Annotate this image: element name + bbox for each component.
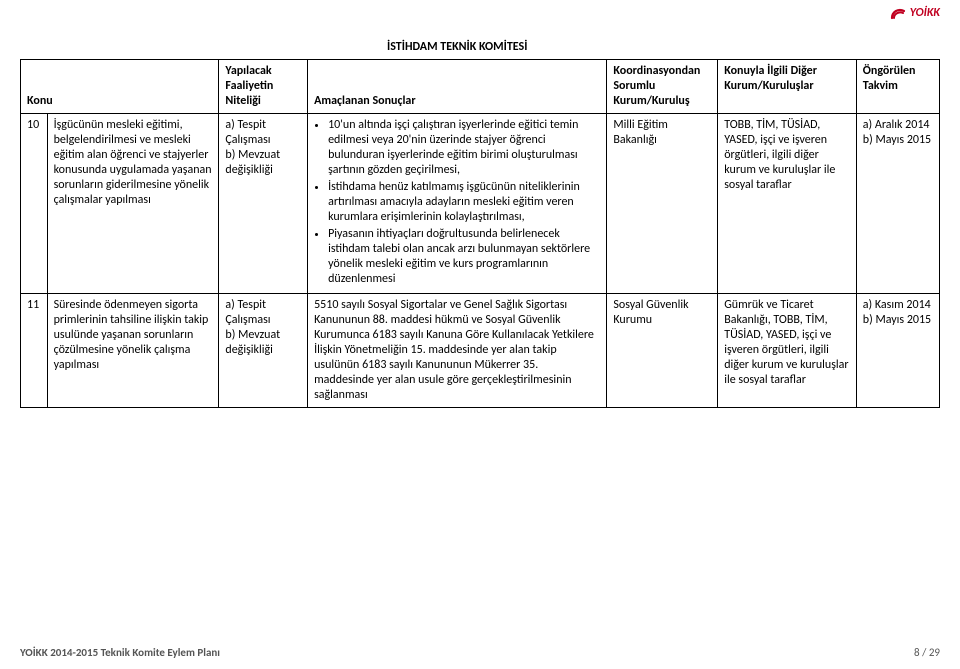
header-diger: Konuyla İlgili Diğer Kurum/Kuruluşlar: [718, 60, 857, 114]
row-diger: TOBB, TİM, TÜSİAD, YASED, işçi ve işvere…: [718, 114, 857, 294]
row-num: 10: [21, 114, 48, 294]
row-faaliyet: a) Tespit Çalışması b) Mevzuat değişikli…: [219, 294, 308, 408]
list-item: 10'un altında işçi çalıştıran işyerlerin…: [328, 118, 600, 178]
row-koordinasyon: Milli Eğitim Bakanlığı: [607, 114, 718, 294]
committee-table: İSTİHDAM TEKNİK KOMİTESİ Konu Yapılacak …: [20, 36, 940, 408]
list-item: İstihdama henüz katılmamış işgücünün nit…: [328, 180, 600, 225]
logo: YOİKK: [890, 6, 940, 20]
table-container: İSTİHDAM TEKNİK KOMİTESİ Konu Yapılacak …: [20, 36, 940, 408]
row-num: 11: [21, 294, 48, 408]
footer: YOİKK 2014-2015 Teknik Komite Eylem Plan…: [20, 646, 940, 659]
row-sonuclar: 5510 sayılı Sosyal Sigortalar ve Genel S…: [308, 294, 607, 408]
row-sonuclar: 10'un altında işçi çalıştıran işyerlerin…: [308, 114, 607, 294]
row-faaliyet: a) Tespit Çalışması b) Mevzuat değişikli…: [219, 114, 308, 294]
list-item: Piyasanın ihtiyaçları doğrultusunda beli…: [328, 227, 600, 287]
row-diger: Gümrük ve Ticaret Bakanlığı, TOBB, TİM, …: [718, 294, 857, 408]
table-row: 10 İşgücünün mesleki eğitimi, belgelendi…: [21, 114, 940, 294]
logo-text: YOİKK: [910, 6, 940, 20]
row-takvim: a) Aralık 2014 b) Mayıs 2015: [856, 114, 939, 294]
header-sonuclar: Amaçlanan Sonuçlar: [308, 60, 607, 114]
header-takvim: Öngörülen Takvim: [856, 60, 939, 114]
header-konu-blank: [47, 60, 219, 114]
row-takvim: a) Kasım 2014 b) Mayıs 2015: [856, 294, 939, 408]
row-konu: Süresinde ödenmeyen sigorta primlerinin …: [47, 294, 219, 408]
header-koordinasyon: Koordinasyondan Sorumlu Kurum/Kuruluş: [607, 60, 718, 114]
table-row: 11 Süresinde ödenmeyen sigorta primlerin…: [21, 294, 940, 408]
footer-left: YOİKK 2014-2015 Teknik Komite Eylem Plan…: [20, 646, 220, 659]
footer-right: 8 / 29: [914, 646, 940, 659]
row-koordinasyon: Sosyal Güvenlik Kurumu: [607, 294, 718, 408]
header-faaliyet: Yapılacak Faaliyetin Niteliği: [219, 60, 308, 114]
sonuclar-list: 10'un altında işçi çalıştıran işyerlerin…: [314, 118, 600, 287]
row-konu: İşgücünün mesleki eğitimi, belgelendiril…: [47, 114, 219, 294]
table-title: İSTİHDAM TEKNİK KOMİTESİ: [308, 36, 607, 60]
header-konu-left: Konu: [21, 60, 48, 114]
